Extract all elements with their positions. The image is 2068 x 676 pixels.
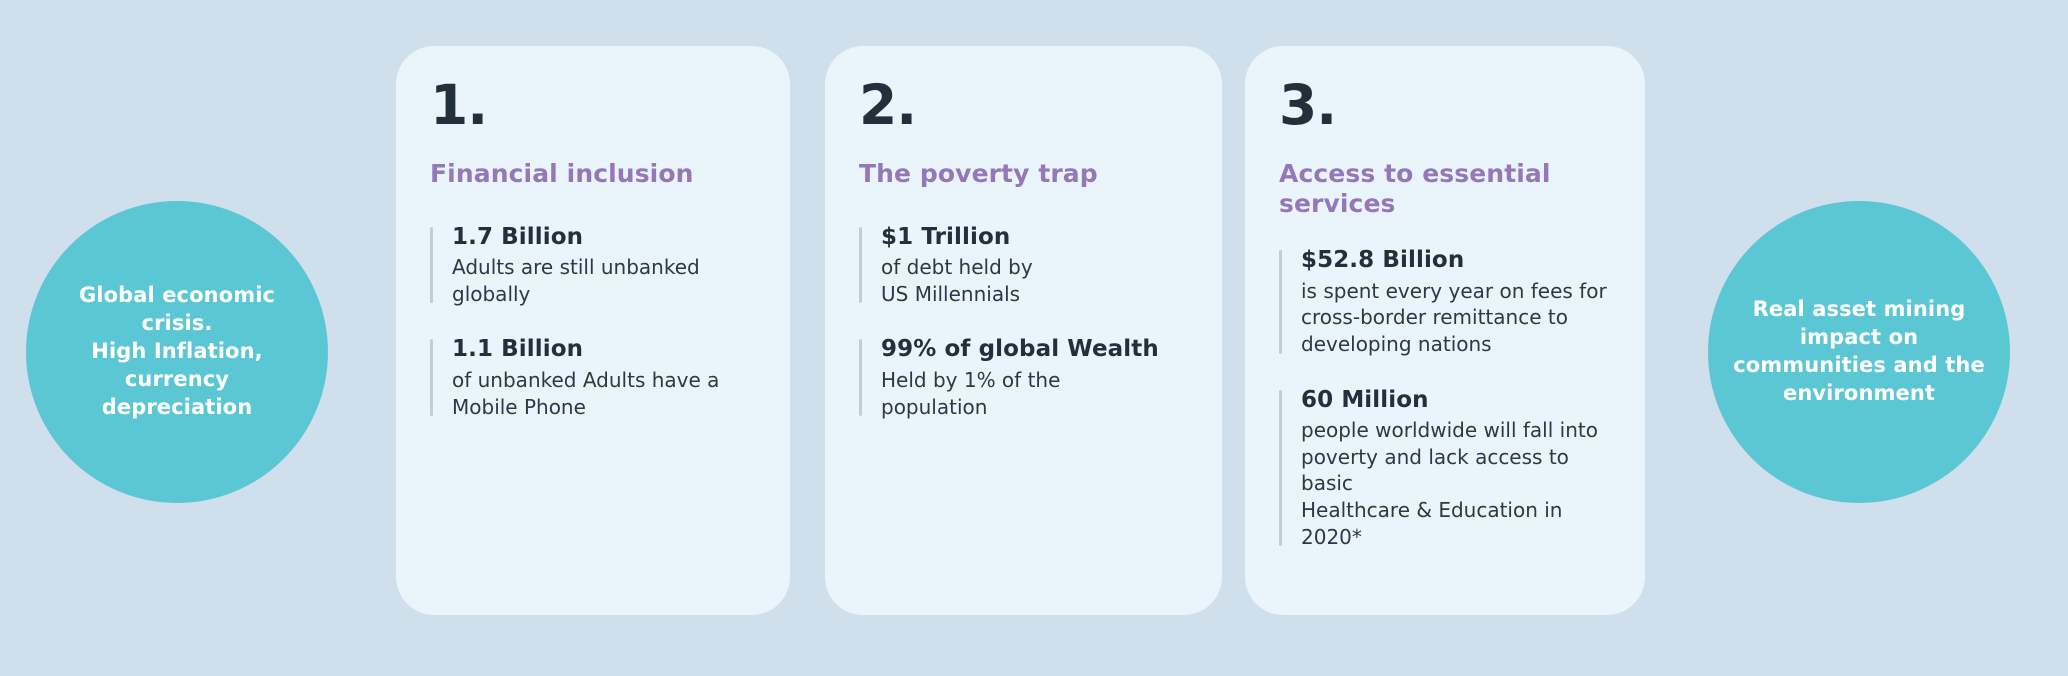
card-access-to-essential-services: 3. Access to essential services $52.8 Bi…	[1245, 46, 1645, 615]
stat-item: 1.1 Billion of unbanked Adults have a Mo…	[430, 335, 756, 420]
card-title: The poverty trap	[859, 159, 1098, 188]
card-number: 2.	[859, 73, 917, 137]
stat-value: 1.1 Billion	[452, 336, 584, 363]
stat-value: 1.7 Billion	[452, 223, 584, 250]
stat-item: 1.7 Billion Adults are still unbanked gl…	[430, 223, 756, 308]
card-number: 3.	[1279, 73, 1337, 137]
stat-value: 99% of global Wealth	[881, 336, 1159, 363]
stat-value: $52.8 Billion	[1301, 247, 1465, 273]
card-number: 1.	[430, 73, 488, 137]
stat-description: Held by 1% of the population	[881, 368, 1061, 419]
stat-description: of unbanked Adults have a Mobile Phone	[452, 368, 720, 419]
card-financial-inclusion: 1. Financial inclusion 1.7 Billion Adult…	[396, 46, 790, 615]
stat-item: 99% of global Wealth Held by 1% of the p…	[859, 335, 1188, 420]
stat-description: people worldwide will fall into poverty …	[1301, 418, 1598, 549]
stat-value: $1 Trillion	[881, 223, 1011, 250]
right-context-circle: Real asset mining impact on communities …	[1708, 201, 2010, 503]
card-title: Access to essential services	[1279, 159, 1551, 218]
right-context-circle-text: Real asset mining impact on communities …	[1733, 297, 1985, 405]
card-poverty-trap: 2. The poverty trap $1 Trillion of debt …	[825, 46, 1222, 615]
left-context-circle-text: Global economic crisis. High Inflation, …	[78, 283, 276, 419]
stat-description: is spent every year on fees for cross-bo…	[1301, 278, 1607, 356]
stat-description: of debt held by US Millennials	[881, 255, 1033, 306]
left-context-circle: Global economic crisis. High Inflation, …	[26, 201, 328, 503]
stat-description: Adults are still unbanked globally	[452, 255, 700, 306]
card-title: Financial inclusion	[430, 159, 694, 188]
stat-value: 60 Million	[1301, 386, 1429, 413]
stat-item: 60 Million people worldwide will fall in…	[1279, 386, 1611, 551]
stat-item: $52.8 Billion is spent every year on fee…	[1279, 246, 1611, 358]
stat-item: $1 Trillion of debt held by US Millennia…	[859, 223, 1188, 308]
